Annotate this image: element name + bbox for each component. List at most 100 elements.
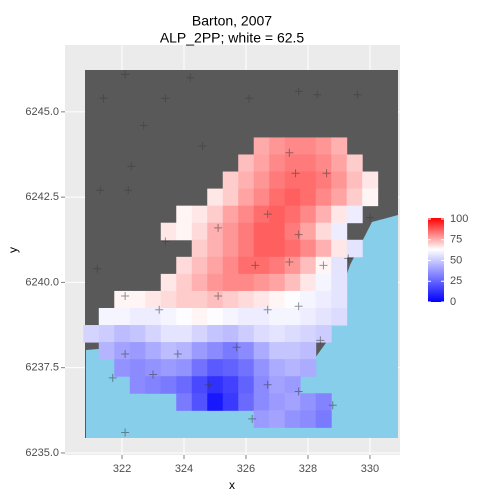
cell (284, 171, 301, 190)
cell (129, 342, 146, 360)
cell (331, 256, 348, 275)
cell (253, 256, 270, 275)
cell (331, 307, 348, 326)
cell (300, 325, 317, 343)
cell (253, 325, 270, 343)
cell (300, 410, 317, 428)
cell (222, 342, 239, 360)
point (108, 373, 117, 382)
cell (331, 273, 348, 292)
point (121, 70, 130, 79)
cell (145, 325, 162, 343)
point (161, 94, 170, 103)
cell (238, 222, 255, 241)
cell (191, 342, 208, 360)
cell (253, 154, 270, 173)
point (365, 213, 374, 222)
point (294, 387, 303, 396)
x-tick-label: 330 (361, 463, 379, 475)
point (313, 90, 322, 99)
cell (238, 239, 255, 258)
cell (253, 393, 270, 411)
point (99, 94, 108, 103)
cell (269, 342, 286, 360)
x-tick-label: 326 (237, 463, 255, 475)
point (173, 350, 182, 359)
y-tick-label: 6235.0 (25, 447, 59, 459)
cell (191, 325, 208, 343)
colorbar-label: 25 (450, 275, 462, 287)
cell (207, 342, 224, 360)
colorbar-label: 100 (450, 213, 468, 225)
cell (315, 188, 332, 207)
cell (176, 290, 193, 309)
point (121, 350, 130, 359)
cell (253, 273, 270, 292)
cell (269, 205, 286, 224)
cell (331, 154, 348, 173)
cell (238, 205, 255, 224)
point (316, 336, 325, 345)
cell (98, 325, 115, 343)
point (294, 87, 303, 96)
cell (284, 410, 301, 428)
y-tick-label: 6245.0 (25, 106, 59, 118)
cell (253, 171, 270, 190)
cell (160, 307, 177, 326)
cell (176, 359, 193, 377)
point (322, 169, 331, 178)
point (161, 237, 170, 246)
cell (269, 222, 286, 241)
cell (269, 410, 286, 428)
cell (284, 290, 301, 309)
cell (160, 359, 177, 377)
cell (222, 256, 239, 275)
point (263, 305, 272, 314)
cell (253, 410, 270, 428)
cell (331, 205, 348, 224)
cell (114, 290, 131, 309)
cell (300, 256, 317, 275)
cell (315, 137, 332, 155)
point (149, 370, 158, 379)
cell (222, 290, 239, 309)
cell (253, 290, 270, 309)
cell (300, 205, 317, 224)
cell (191, 222, 208, 241)
point (214, 223, 223, 232)
cell (176, 205, 193, 224)
cell (253, 359, 270, 377)
colorbar-label: 75 (450, 234, 462, 246)
cell (362, 188, 379, 207)
cell (253, 342, 270, 360)
cell (191, 256, 208, 275)
point (285, 148, 294, 157)
cell (284, 273, 301, 292)
cell (269, 376, 286, 394)
cell (176, 222, 193, 241)
cell (191, 205, 208, 224)
cell (160, 290, 177, 309)
cell (269, 325, 286, 343)
cell (114, 307, 131, 326)
colorbar-label: 50 (450, 254, 462, 266)
cell (176, 256, 193, 275)
cell (207, 376, 224, 394)
cell (176, 273, 193, 292)
cell (346, 154, 363, 173)
point (198, 141, 207, 150)
colorbar-label: 0 (450, 296, 456, 308)
cell (222, 273, 239, 292)
point (263, 380, 272, 389)
cell (238, 290, 255, 309)
cell (269, 290, 286, 309)
y-tick-label: 6242.5 (25, 191, 59, 203)
cell (346, 239, 363, 258)
cell (284, 154, 301, 173)
cell (191, 376, 208, 394)
cell (269, 307, 286, 326)
cell (300, 137, 317, 155)
cell (300, 273, 317, 292)
cell (176, 342, 193, 360)
